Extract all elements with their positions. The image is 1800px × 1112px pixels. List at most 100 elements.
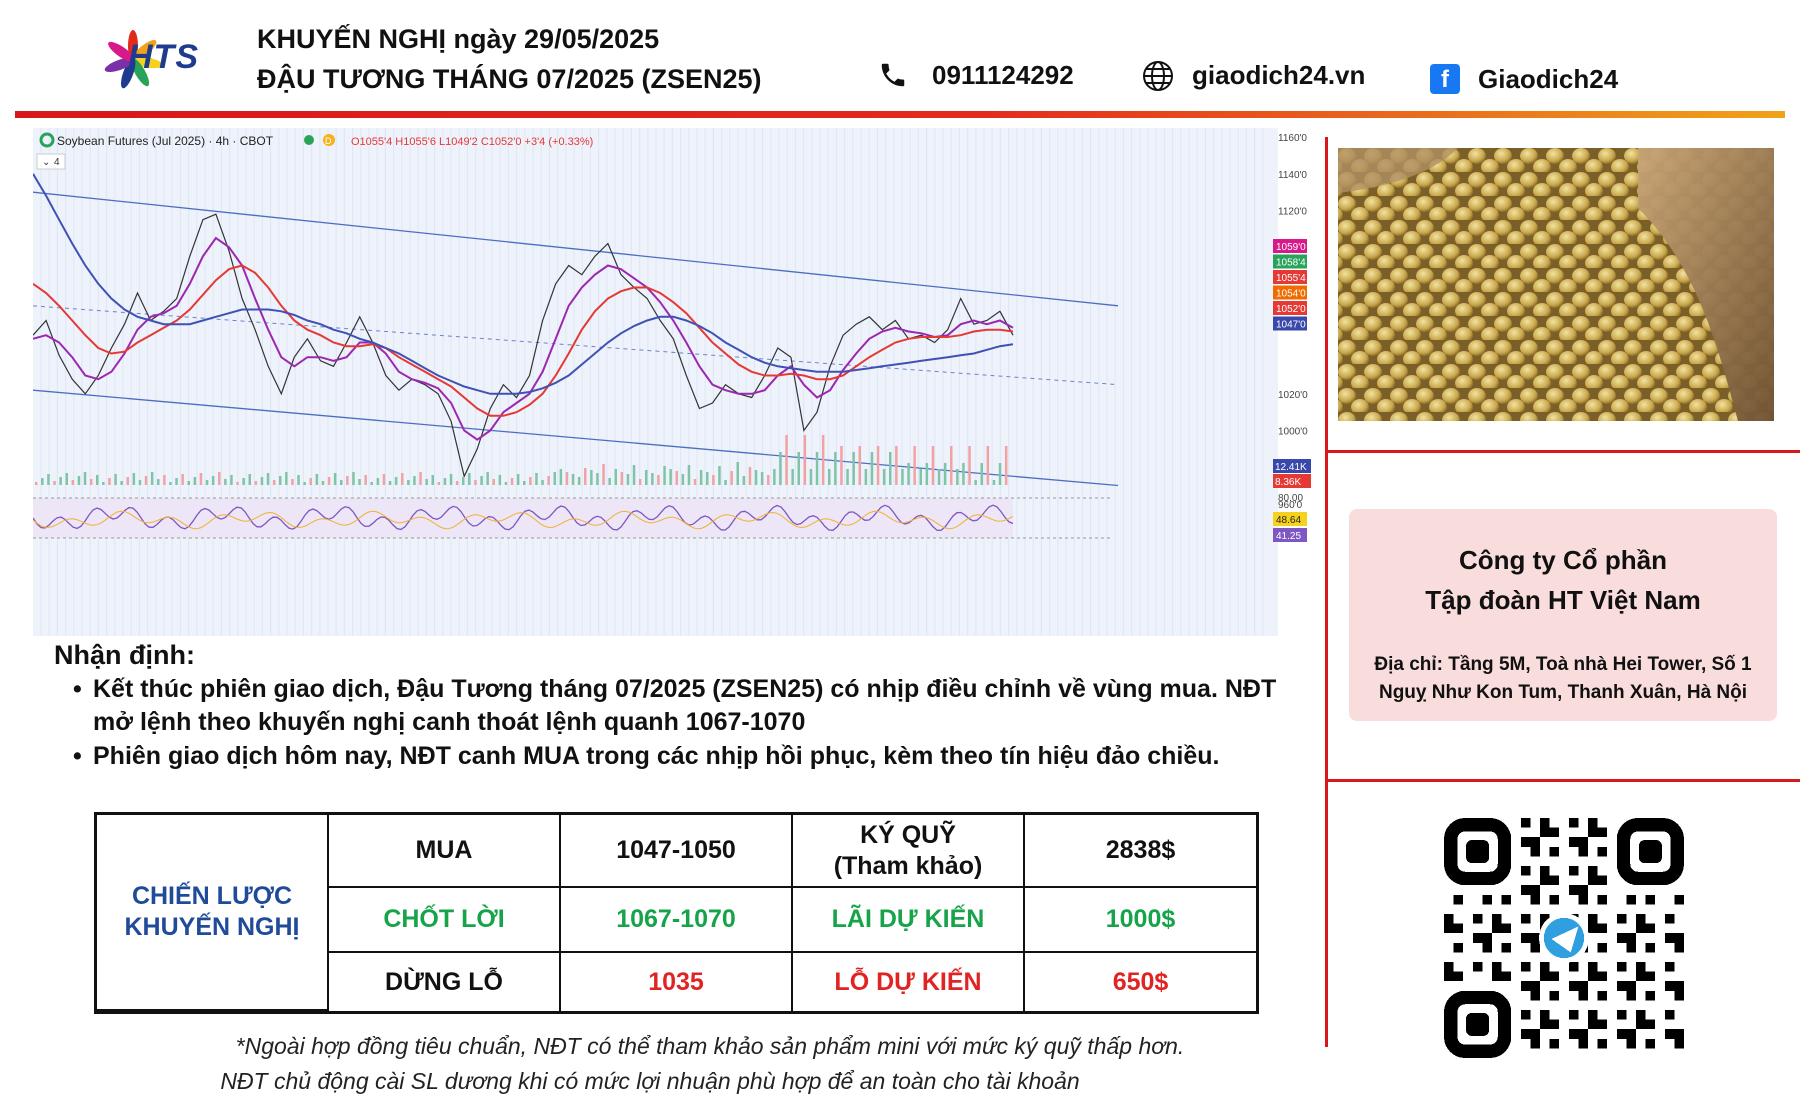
website-link[interactable]: giaodich24.vn [1192,60,1366,90]
volume-bar [882,469,886,485]
qr-code[interactable] [1444,818,1684,1058]
volume-bar [577,477,581,485]
volume-bar [443,478,447,485]
rsi-signal-label: 41.25 [1276,531,1301,542]
footnote: *Ngoài hợp đồng tiêu chuẩn, NĐT có thể t… [235,1033,1185,1059]
facebook-link[interactable]: Giaodich24 [1478,64,1619,94]
volume-bar [333,473,337,485]
volume-bar [449,474,453,485]
volume-bar [102,482,105,485]
analysis-bullet: • Phiên giao dịch hôm nay, NĐT canh MUA t… [73,740,1323,776]
section-divider [1328,450,1800,453]
volume-bar [169,482,172,485]
phone-number[interactable]: 0911124292 [932,60,1074,90]
volume-bar [974,480,977,485]
y-tick-label: 1020'0 [1278,390,1308,401]
volume-bar [230,475,233,485]
price-tag-label: 1047'0 [1276,320,1306,331]
volume-bar [931,446,935,485]
chart-title: Soybean Futures (Jul 2025) · 4h · CBOT [57,134,274,148]
volume-bar [675,471,678,485]
expected-profit-label: LÃI DỰ KIẾN [793,888,1025,953]
analysis-bullet-text: Kết thúc phiên giao dịch, Đậu Tương thán… [93,675,1277,736]
volume-bar [150,472,154,485]
volume-bar [748,467,752,485]
volume-bar [785,435,788,485]
volume-bar [510,478,514,485]
volume-bar [108,478,111,485]
company-address: Địa chỉ: Tầng 5M, Toà nhà Hei Tower, Số … [1374,654,1752,703]
volume-bar [565,472,569,485]
stop-loss-value: 1035 [561,953,793,1011]
expected-loss-value: 650$ [1112,967,1169,996]
volume-bar [638,479,642,485]
volume-bar [956,469,959,485]
phone-icon [881,63,905,87]
volume-bar [779,452,782,485]
volume-bar [584,468,587,485]
volume-bar [382,474,386,485]
indicator-count: 4 [54,157,60,168]
series-line-0 [32,213,1014,479]
volume-bar [962,463,965,485]
strategy-table: CHIẾN LƯỢC KHUYẾN NGHỊ MUA 1047-1050 KÝ … [94,812,1259,1014]
volume-bar [559,469,563,485]
volume-bar [175,478,178,485]
volume-bar [730,471,733,485]
volume-bar [303,482,306,485]
volume-bar [181,474,184,485]
volume-bar [718,466,721,485]
volume-bar [279,476,282,485]
volume-bar [1004,446,1008,485]
analysis-bullet-text: Phiên giao dịch hôm nay, NĐT canh MUA tr… [93,742,1220,770]
volume-bar [889,452,892,485]
volume-bar [388,481,392,485]
volume-bar [120,481,123,485]
price-tag [1273,239,1307,253]
rsi-upper-label: 80.00 [1278,493,1303,504]
y-tick-label: 1000'0 [1278,427,1308,438]
volume-bar [699,470,703,485]
volume-bar [218,472,221,485]
volume-bar [968,446,971,485]
volume-bar [828,469,831,485]
rsi-value-tag [1273,512,1307,526]
volume-bar [358,479,361,485]
volume-bar [492,479,495,485]
volume-tag [1273,459,1311,473]
volume-bar [41,478,44,485]
volume-bar [620,472,624,485]
volume-bar [486,472,489,485]
rsi-signal-tag [1273,528,1307,542]
volume-bar [413,476,416,485]
rsi-band [33,498,1013,538]
series-line-3 [32,173,1014,395]
volume-bar [846,469,849,485]
globe-icon [1143,61,1173,91]
volume-bar [553,472,556,485]
volume-tag-label: 8.36K [1275,477,1301,488]
volume-bar [669,469,672,485]
volume-tag [1273,474,1311,488]
volume-bar [895,446,898,485]
channel-lower-line [32,389,1119,487]
y-tick-label: 960'0 [1278,500,1303,511]
volume-bar [724,480,727,485]
hts-logo [104,30,163,89]
volume-bar [224,479,227,485]
volume-bar [535,473,538,485]
volume-bar [35,482,38,485]
volume-bar [498,475,502,485]
volume-bar [474,480,477,485]
volume-bar [541,480,544,485]
indicator-toggle[interactable] [36,153,66,170]
volume-bar [480,476,483,485]
volume-bar [529,477,532,485]
company-name-line1: Công ty Cổ phần [1459,545,1667,575]
margin-label: KÝ QUỸ (Tham khảo) [793,815,1025,888]
svg-text:⌄: ⌄ [42,157,50,168]
logo-text: HTS [128,38,199,76]
volume-bar [144,476,148,485]
volume-bar [571,474,575,485]
volume-bar [712,475,715,485]
